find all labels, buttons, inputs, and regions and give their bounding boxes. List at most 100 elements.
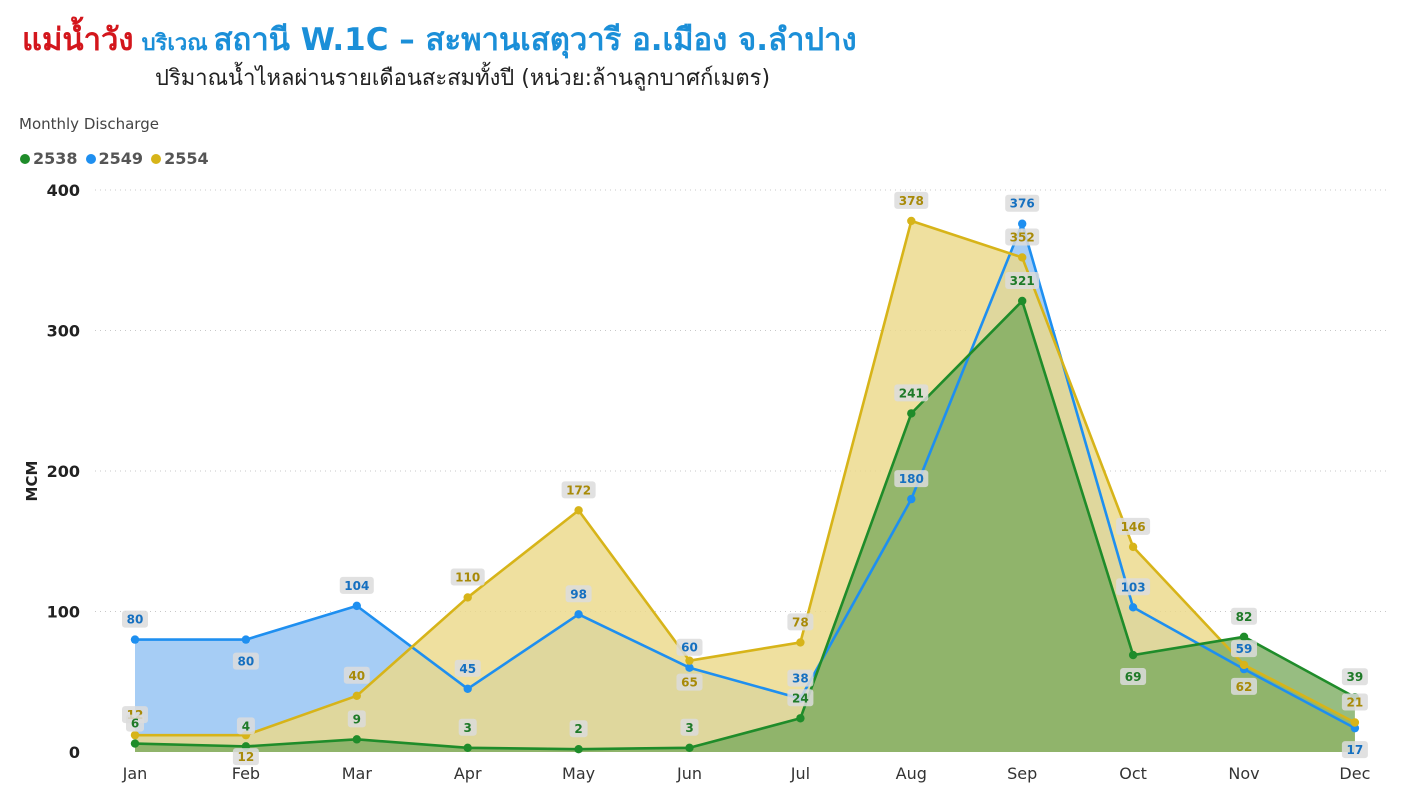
legend-dot-icon	[85, 153, 96, 164]
data-label: 321	[1010, 274, 1035, 288]
data-label-box	[343, 666, 370, 684]
data-label-box	[1231, 640, 1257, 658]
data-label-box	[676, 673, 703, 691]
area-2538	[135, 300, 1355, 752]
point-2538	[796, 714, 805, 723]
data-label: 98	[570, 587, 587, 601]
point-2554	[1350, 718, 1360, 727]
data-label-box	[126, 714, 144, 732]
data-label-box	[450, 568, 485, 586]
data-label: 146	[1121, 520, 1146, 534]
point-2538	[1018, 296, 1027, 306]
y-tick-label: 400	[47, 181, 80, 200]
point-2554	[352, 691, 361, 700]
x-tick-label: Feb	[232, 764, 260, 783]
data-label-box	[1120, 668, 1147, 686]
chart-title: แม่น้ำวัง บริเวณ สถานี W.1C – สะพานเสตุวาร…	[22, 14, 857, 58]
point-2538	[352, 735, 361, 744]
data-label: 45	[459, 662, 476, 676]
legend-label: 2549	[98, 149, 144, 168]
station-name: สถานี W.1C – สะพานเสตุวารี อ.เมือง จ.ลำป…	[213, 22, 857, 58]
data-label-box	[122, 610, 148, 628]
data-label-box	[894, 191, 929, 209]
series-line-2549	[135, 222, 1356, 730]
data-label: 24	[792, 691, 809, 705]
data-label-box	[565, 585, 592, 603]
y-tick-label: 300	[47, 322, 80, 341]
data-label: 80	[127, 613, 144, 627]
data-label: 352	[1010, 230, 1035, 244]
area-word: บริเวณ	[141, 31, 208, 56]
data-label-box	[894, 470, 929, 488]
x-tick-label: Sep	[1007, 764, 1037, 783]
point-2549	[1128, 603, 1138, 612]
point-2549	[685, 663, 694, 672]
data-label: 9	[353, 712, 361, 726]
legend-item-2549[interactable]: 2549	[85, 149, 144, 168]
data-label: 376	[1010, 197, 1035, 211]
data-label-box	[787, 613, 814, 631]
data-label-box	[787, 689, 814, 707]
x-tick-label: Jul	[790, 764, 810, 783]
legend-item-2538[interactable]: 2538	[20, 149, 78, 168]
point-2538	[1239, 632, 1249, 641]
point-2554	[1239, 660, 1249, 670]
series-line-2538	[134, 299, 1356, 751]
point-2549	[1018, 219, 1027, 228]
data-label: 2	[574, 722, 582, 736]
data-label: 59	[1236, 642, 1253, 656]
legend-dot-icon	[20, 153, 30, 164]
data-label: 180	[899, 472, 924, 486]
data-label-box	[232, 652, 259, 670]
legend-item-2554[interactable]: 2554	[151, 149, 209, 168]
point-2554	[1128, 542, 1138, 552]
point-2549	[130, 635, 140, 644]
visual-title: Monthly Discharge	[19, 115, 159, 133]
point-2554	[685, 656, 694, 665]
data-label: 65	[681, 676, 698, 690]
point-2554	[463, 593, 472, 602]
series-line-2554	[135, 219, 1356, 737]
data-label-box	[232, 748, 259, 766]
data-label-box	[347, 710, 366, 728]
data-label: 6	[131, 717, 139, 731]
data-label-box	[676, 638, 703, 656]
data-label: 104	[344, 579, 369, 593]
x-tick-label: Dec	[1339, 764, 1370, 783]
data-label-box	[458, 718, 477, 736]
data-label-box	[894, 384, 929, 402]
x-tick-label: Aug	[896, 764, 927, 783]
point-2538	[1128, 650, 1138, 660]
y-axis-title: MCM	[23, 461, 41, 502]
data-label: 378	[899, 194, 924, 208]
point-2538	[463, 743, 472, 752]
data-label-box	[680, 718, 699, 736]
x-tick-label: Apr	[454, 764, 482, 783]
data-label-box	[454, 659, 481, 677]
point-2554	[574, 506, 583, 515]
x-tick-label: May	[562, 764, 595, 783]
point-2538	[907, 409, 916, 418]
data-label: 12	[238, 750, 255, 764]
legend-label: 2538	[33, 149, 78, 168]
data-label: 172	[566, 483, 591, 497]
data-label: 39	[1347, 670, 1364, 684]
data-label: 40	[348, 669, 365, 683]
x-tick-label: Jun	[676, 764, 702, 783]
x-tick-label: Jan	[122, 764, 148, 783]
point-2549	[352, 601, 361, 611]
data-label-box	[1116, 578, 1151, 596]
data-label-box	[236, 717, 255, 735]
data-label-box	[1231, 607, 1257, 625]
data-label-box	[1341, 741, 1368, 759]
data-label-box	[1341, 668, 1368, 686]
data-label-box	[1341, 693, 1368, 711]
y-tick-label: 0	[69, 743, 80, 762]
x-tick-label: Nov	[1228, 764, 1259, 783]
point-2538	[685, 743, 694, 752]
data-label-box	[1005, 228, 1040, 246]
point-2554	[796, 638, 805, 647]
data-label: 3	[464, 721, 472, 735]
data-label: 38	[792, 672, 809, 686]
y-tick-label: 100	[47, 603, 80, 622]
